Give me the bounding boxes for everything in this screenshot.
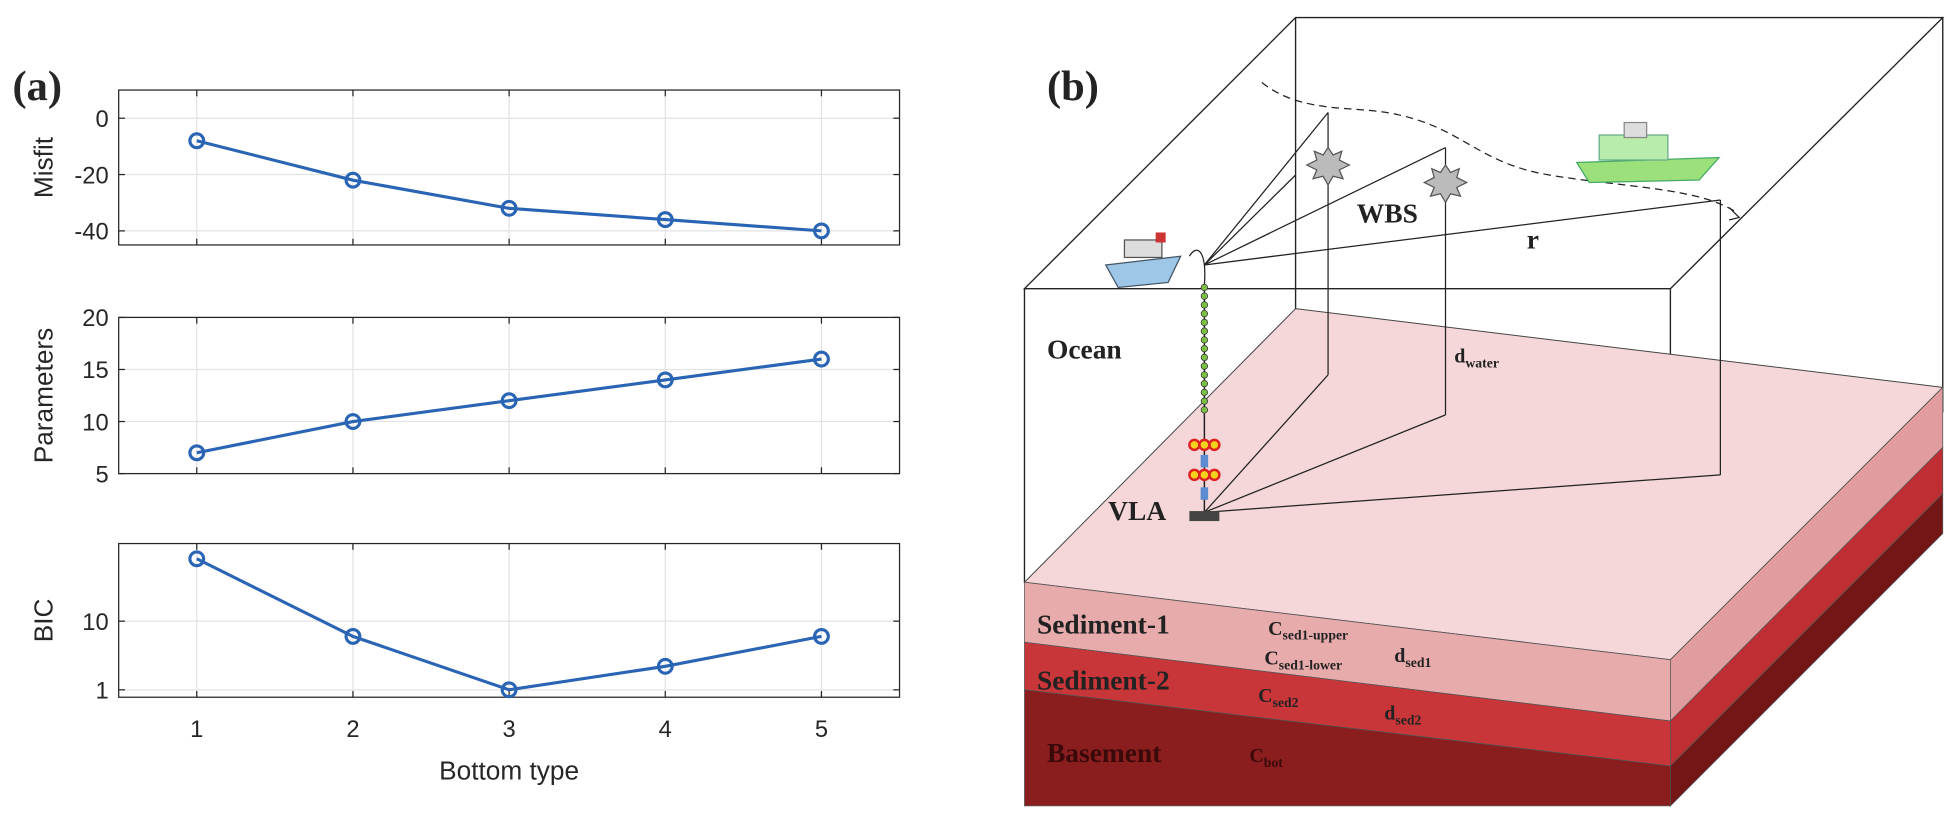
point bbox=[188, 132, 206, 150]
point bbox=[500, 392, 518, 410]
hydrophone bbox=[1200, 336, 1209, 344]
line bbox=[196, 357, 822, 455]
release bbox=[1200, 487, 1209, 500]
hydrophone bbox=[1200, 362, 1209, 370]
hydrophone bbox=[1200, 397, 1209, 405]
y-tick-label: 15 bbox=[82, 358, 108, 384]
point bbox=[656, 371, 674, 389]
hydrophone bbox=[1200, 318, 1209, 327]
panel-label: (b) bbox=[1047, 63, 1099, 110]
point bbox=[188, 550, 206, 568]
y-tick-label: 10 bbox=[82, 410, 108, 436]
y-tick-label: -20 bbox=[74, 163, 108, 189]
x-tick-label: 5 bbox=[815, 717, 828, 743]
x-tick-label: 2 bbox=[346, 717, 359, 743]
research-ship bbox=[1575, 121, 1721, 184]
hydrophone bbox=[1200, 388, 1209, 397]
subplot: 1 2 3 4 5 1 10 BIC Bottom type bbox=[28, 542, 901, 786]
c-sed2: Csed2 bbox=[1258, 685, 1299, 710]
hydrophone bbox=[1200, 310, 1209, 318]
floats bbox=[1188, 438, 1221, 482]
charge bbox=[1305, 146, 1351, 187]
vla-label: VLA bbox=[1108, 496, 1166, 526]
c-sed1-lower: Csed1-lower bbox=[1264, 648, 1342, 673]
x-tick-label: 1 bbox=[190, 717, 203, 743]
range-label: r bbox=[1527, 225, 1539, 255]
hydrophone bbox=[1200, 380, 1209, 388]
y-tick-label: 1 bbox=[95, 679, 108, 705]
source-ship bbox=[1104, 232, 1182, 289]
basement-label: Basement bbox=[1047, 738, 1162, 768]
x-tick-label: 3 bbox=[503, 717, 516, 743]
point bbox=[813, 627, 830, 645]
y-tick-label: 10 bbox=[82, 610, 108, 636]
hydrophone bbox=[1200, 406, 1209, 414]
sediment2-label: Sediment-2 bbox=[1037, 666, 1170, 696]
axes-box bbox=[118, 316, 901, 475]
y-tick-label: -40 bbox=[74, 220, 108, 246]
ocean-label: Ocean bbox=[1047, 335, 1122, 365]
axes-box bbox=[118, 89, 901, 246]
hydrophone bbox=[1200, 292, 1209, 300]
basement-side bbox=[1670, 492, 1944, 807]
x-axis-label: Bottom type bbox=[439, 756, 579, 786]
hydrophones bbox=[1200, 283, 1209, 414]
line bbox=[196, 557, 822, 692]
y-axis-label: Misfit bbox=[28, 136, 58, 198]
y-axis-label: BIC bbox=[28, 599, 58, 643]
y-tick-label: 0 bbox=[95, 107, 108, 133]
hydrophone bbox=[1200, 283, 1209, 292]
point bbox=[813, 222, 830, 240]
d-water: dwater bbox=[1454, 345, 1499, 370]
y-tick-label: 20 bbox=[82, 306, 108, 332]
point bbox=[500, 681, 518, 699]
x-tick-label: 4 bbox=[659, 717, 672, 743]
release bbox=[1200, 454, 1209, 468]
subplot: -40 -20 0 Misfit bbox=[28, 89, 901, 246]
point bbox=[813, 350, 830, 368]
sediment1-label: Sediment-1 bbox=[1037, 610, 1170, 640]
panel-label: (a) bbox=[12, 63, 62, 110]
y-tick-label: 5 bbox=[95, 462, 108, 488]
point bbox=[344, 627, 362, 645]
line bbox=[196, 139, 822, 233]
c-sed1-upper: Csed1-upper bbox=[1268, 618, 1348, 643]
subplot: 5 10 15 20 Parameters bbox=[28, 306, 901, 488]
point bbox=[344, 413, 362, 430]
point bbox=[344, 171, 362, 189]
hydrophone bbox=[1200, 345, 1209, 353]
charge bbox=[1422, 163, 1469, 204]
panel-b: (b) WBS r Ocean VLA dwater Sediment-1 Se… bbox=[1022, 16, 1945, 807]
wbs-label: WBS bbox=[1357, 198, 1418, 228]
point bbox=[188, 444, 206, 462]
hydrophone bbox=[1200, 371, 1209, 379]
y-axis-label: Parameters bbox=[28, 328, 58, 464]
anchor bbox=[1189, 511, 1220, 522]
hydrophone bbox=[1200, 301, 1209, 309]
hydrophone bbox=[1200, 353, 1209, 362]
c-bot: Cbot bbox=[1249, 745, 1283, 770]
point bbox=[500, 199, 518, 217]
point bbox=[656, 211, 674, 229]
d-sed2: dsed2 bbox=[1384, 703, 1421, 728]
d-sed1: dsed1 bbox=[1394, 645, 1431, 670]
hydrophone bbox=[1200, 327, 1209, 335]
point bbox=[656, 657, 674, 675]
